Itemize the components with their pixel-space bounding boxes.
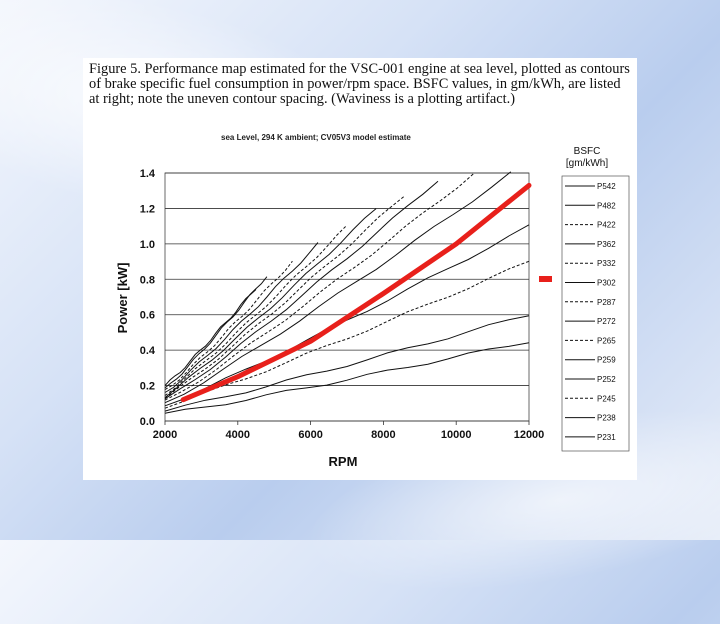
legend-entry: P238: [597, 414, 616, 423]
legend-entry: P252: [597, 375, 616, 384]
legend-entry: P259: [597, 356, 616, 365]
legend-entry: P231: [597, 433, 616, 442]
x-tick-label: 6000: [298, 429, 322, 441]
series-line-P272: [164, 180, 439, 400]
y-tick-label: 0.4: [140, 345, 156, 357]
series-line-P265: [164, 172, 475, 401]
series-line-P259: [164, 171, 512, 404]
series-line-P287: [164, 195, 406, 399]
series-line-P362: [164, 242, 319, 393]
chart-ticks: 0.0 0.2 0.4 0.6 0.8 1.0 1.2 1.4 2000 4000 6000 8000…: [140, 168, 545, 441]
series-line-P332: [164, 224, 348, 396]
figure-caption: Figure 5. Performance map estimated for …: [89, 61, 630, 107]
legend-entry: P272: [597, 317, 616, 326]
legend-entry: P302: [597, 279, 616, 288]
y-tick-label: 1.4: [140, 168, 156, 180]
chart-annotation: [180, 182, 532, 403]
red-annotation-line: [180, 182, 532, 403]
legend-entry: P245: [597, 394, 616, 403]
figure-slide: Figure 5. Performance map estimated for …: [83, 58, 637, 480]
chart-grid: [164, 172, 530, 425]
y-tick-label: 0.8: [140, 274, 155, 286]
series-line-P482: [164, 276, 268, 389]
x-tick-label: 4000: [226, 429, 250, 441]
x-tick-label: 8000: [371, 429, 395, 441]
legend-entry: P265: [597, 336, 616, 345]
legend-title: BSFC: [574, 146, 601, 157]
y-tick-label: 0.2: [140, 381, 155, 393]
x-axis-label: RPM: [329, 454, 358, 469]
series-line-P238: [164, 315, 530, 412]
series-line-P302: [164, 208, 377, 398]
legend-entry: P422: [597, 221, 616, 230]
y-tick-label: 0.0: [140, 416, 155, 428]
series-line-P542: [164, 289, 257, 386]
y-tick-label: 1.0: [140, 239, 155, 251]
series-line-P231: [164, 342, 530, 414]
legend-entry: P287: [597, 298, 616, 307]
x-tick-label: 2000: [153, 429, 177, 441]
legend-entry: P362: [597, 240, 616, 249]
legend-entry: P332: [597, 259, 616, 268]
y-tick-label: 0.6: [140, 310, 155, 322]
y-axis-label: Power [kW]: [115, 263, 130, 334]
chart-title: sea Level, 294 K ambient; CV05V3 model e…: [221, 133, 411, 142]
legend-title-units: [gm/kWh]: [566, 158, 608, 169]
series-line-P245: [164, 260, 530, 409]
legend-red-marker: [539, 276, 552, 282]
series-line-P422: [164, 260, 293, 391]
x-tick-label: 12000: [514, 429, 545, 441]
bsfc-chart: sea Level, 294 K ambient; CV05V3 model e…: [115, 133, 630, 469]
legend-frame: [561, 175, 630, 452]
legend-entry: P542: [597, 182, 616, 191]
legend-entry: P482: [597, 201, 616, 210]
y-tick-label: 1.2: [140, 203, 155, 215]
x-tick-label: 10000: [441, 429, 472, 441]
chart-series: [164, 171, 530, 414]
chart-legend: BSFC[gm/kWh] P542 P482 P422 P362 P332 P302 P287…: [561, 146, 630, 452]
